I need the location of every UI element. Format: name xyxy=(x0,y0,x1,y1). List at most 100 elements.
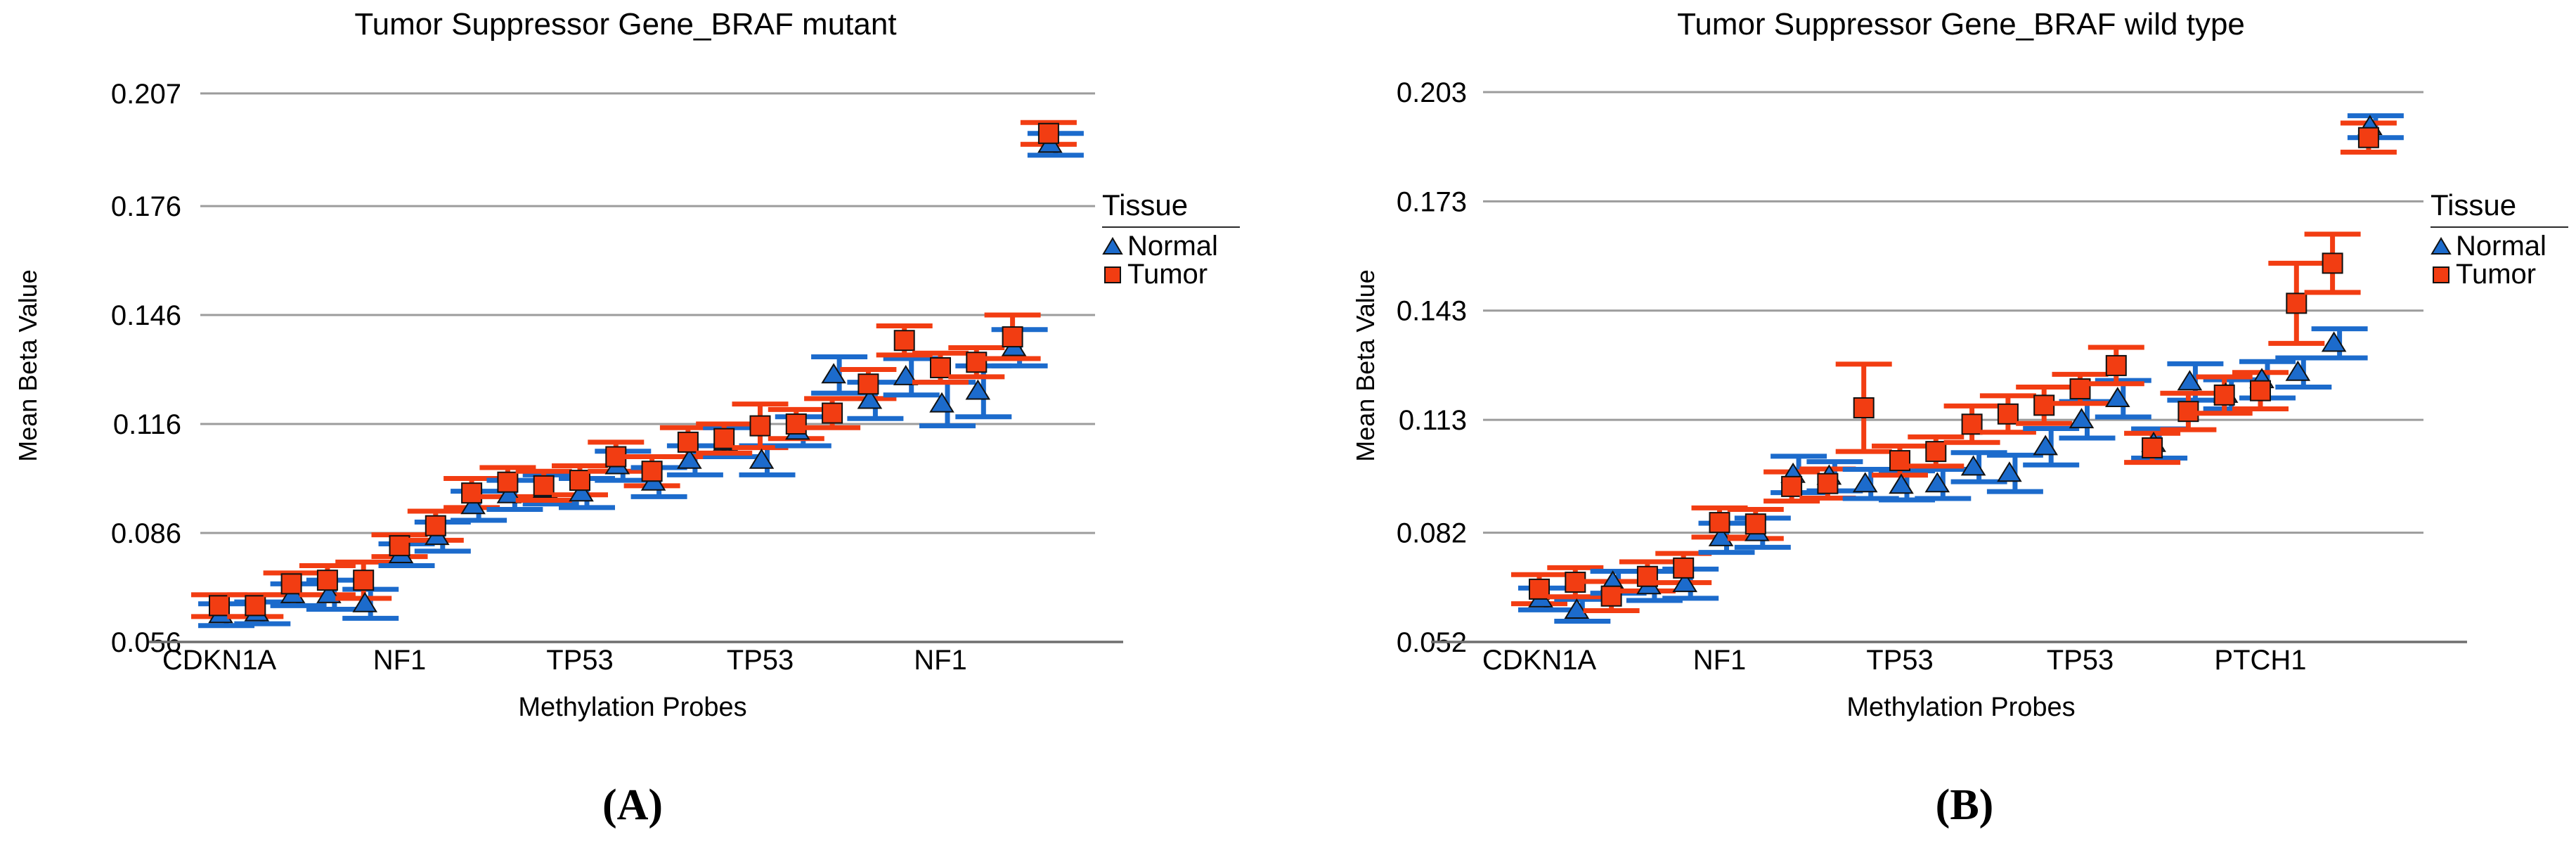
normal-marker xyxy=(316,582,342,603)
y-tick-label: 0.207 xyxy=(111,79,181,110)
panel-label-b: (B) xyxy=(1935,781,1994,829)
normal-marker xyxy=(569,481,594,502)
tumor-marker xyxy=(497,471,519,493)
panel-label-a: (A) xyxy=(602,781,664,829)
tumor-marker xyxy=(2033,394,2055,416)
normal-marker xyxy=(1997,461,2022,482)
normal-marker xyxy=(749,448,775,469)
normal-marker xyxy=(1852,472,1878,493)
y-tick-label: 0.176 xyxy=(111,191,181,222)
y-tick-label: 0.113 xyxy=(1399,405,1467,436)
tumor-marker xyxy=(857,373,879,395)
y-tick-label: 0.086 xyxy=(111,518,181,549)
legend-item-normal: Normal xyxy=(1102,232,1250,260)
tumor-marker xyxy=(209,595,230,617)
normal-marker xyxy=(893,364,919,385)
normal-marker xyxy=(1889,473,1914,494)
x-tick-label: TP53 xyxy=(727,645,794,676)
tumor-marker xyxy=(425,515,446,536)
legend-title: Tissue xyxy=(1102,188,1240,228)
tumor-marker xyxy=(280,573,302,595)
chart-title-b: Tumor Suppressor Gene_BRAF wild type xyxy=(1677,7,2245,41)
tumor-marker xyxy=(389,535,410,557)
tumor-marker xyxy=(713,428,735,449)
square-icon xyxy=(1104,266,1121,283)
tumor-marker xyxy=(1961,413,1983,435)
tumor-marker xyxy=(966,352,988,373)
normal-marker xyxy=(1672,572,1697,593)
y-tick-label: 0.082 xyxy=(1397,518,1467,549)
y-tick-label: 0.203 xyxy=(1397,77,1467,108)
x-tick-label: PTCH1 xyxy=(2214,645,2306,676)
tumor-marker xyxy=(533,475,555,496)
legend-item-label: Normal xyxy=(1127,231,1218,262)
triangle-icon xyxy=(1102,237,1123,255)
normal-marker xyxy=(2285,360,2311,381)
normal-marker xyxy=(2033,435,2058,456)
x-tick-label: TP53 xyxy=(546,645,614,676)
normal-marker xyxy=(352,591,377,612)
normal-marker xyxy=(1564,598,1590,619)
tumor-marker xyxy=(1636,565,1658,587)
tumor-marker xyxy=(1925,441,1947,463)
tumor-marker xyxy=(893,330,915,352)
tumor-marker xyxy=(1529,578,1550,600)
normal-marker xyxy=(857,388,883,409)
tumor-marker xyxy=(785,413,807,435)
x-tick-label: TP53 xyxy=(2047,645,2114,676)
tumor-marker xyxy=(2069,378,2091,400)
tumor-marker xyxy=(353,570,375,591)
normal-marker xyxy=(929,392,954,413)
tumor-marker xyxy=(822,402,843,424)
tumor-marker xyxy=(605,446,627,468)
legend-a: Tissue Normal Tumor xyxy=(1102,188,1250,288)
tumor-marker xyxy=(2322,252,2343,274)
tumor-marker xyxy=(2142,437,2163,458)
tumor-marker xyxy=(245,595,266,617)
x-tick-label: TP53 xyxy=(1866,645,1934,676)
x-axis-title-a: Methylation Probes xyxy=(518,693,747,722)
legend-item-normal: Normal xyxy=(2431,232,2576,260)
y-tick-label: 0.173 xyxy=(1397,186,1467,217)
tumor-marker xyxy=(2286,292,2308,314)
normal-marker xyxy=(2069,408,2095,429)
tumor-marker xyxy=(930,356,951,378)
legend-item-tumor: Tumor xyxy=(2431,260,2576,288)
triangle-icon xyxy=(2431,237,2452,255)
normal-marker xyxy=(1924,472,1950,493)
x-tick-label: CDKN1A xyxy=(1482,645,1597,676)
tumor-marker xyxy=(1889,450,1910,472)
tumor-marker xyxy=(2357,127,2379,148)
legend-item-label: Tumor xyxy=(2456,259,2537,290)
x-axis-title-b: Methylation Probes xyxy=(1846,693,2076,722)
x-tick-label: NF1 xyxy=(914,645,967,676)
tumor-marker xyxy=(316,570,338,591)
tumor-marker xyxy=(1673,557,1695,579)
tumor-marker xyxy=(641,461,663,482)
normal-marker xyxy=(677,448,702,469)
legend-item-tumor: Tumor xyxy=(1102,260,1250,288)
square-icon xyxy=(2433,266,2449,283)
tumor-marker xyxy=(1002,326,1023,348)
tumor-marker xyxy=(677,431,699,453)
normal-marker xyxy=(1960,455,1986,476)
tumor-marker xyxy=(1781,475,1803,497)
y-tick-label: 0.116 xyxy=(113,409,181,440)
tumor-marker xyxy=(1853,397,1875,418)
normal-marker xyxy=(496,482,522,503)
normal-marker xyxy=(2105,387,2130,408)
tumor-marker xyxy=(1037,122,1059,144)
normal-marker xyxy=(460,494,486,515)
tumor-marker xyxy=(569,470,590,491)
x-tick-label: NF1 xyxy=(1693,645,1747,676)
legend-item-label: Normal xyxy=(2456,231,2546,262)
normal-marker xyxy=(2177,370,2203,391)
normal-marker xyxy=(1708,525,1734,546)
chart-title-a: Tumor Suppressor Gene_BRAF mutant xyxy=(354,7,897,41)
tumor-marker xyxy=(1709,512,1730,534)
normal-marker xyxy=(965,379,991,400)
tumor-marker xyxy=(1565,572,1586,593)
normal-marker xyxy=(2321,331,2347,352)
tumor-marker xyxy=(749,415,771,437)
tumor-marker xyxy=(1745,513,1766,535)
